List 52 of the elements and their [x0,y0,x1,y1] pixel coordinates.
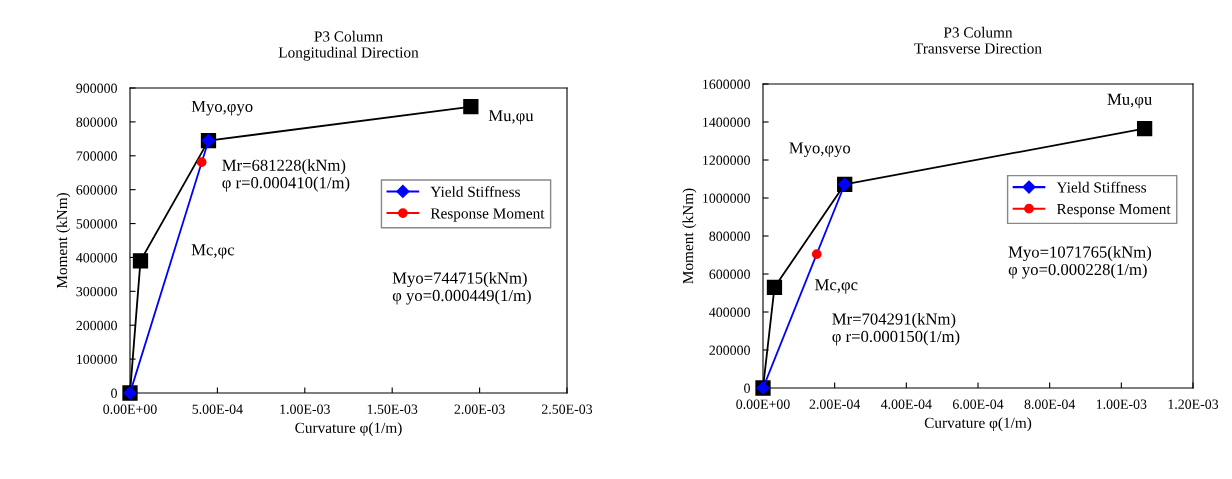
y-tick-label: 1400000 [703,117,750,127]
y-tick-label: 1600000 [703,79,750,89]
y-tick-label: 800000 [709,231,750,241]
x-tick-label: 1.00E-03 [1096,399,1147,409]
y-tick-label: 0 [111,388,117,398]
y-tick-label: 800000 [76,117,117,127]
annotation: Mc,φc [191,244,235,259]
legend-label: Response Moment [1056,204,1171,218]
y-tick-label: 400000 [76,253,117,263]
y-tick-label: 900000 [76,83,117,93]
annotation: Myo=1071765(kNm) φ yo=0.000228(1/m) [1008,245,1152,279]
x-tick-label: 0.00E+00 [736,399,790,409]
y-tick-label: 100000 [77,354,117,365]
annotation: Mu,φu [1107,93,1152,109]
y-tick-label: 600000 [76,185,117,195]
x-tick-label: 1.20E-03 [1168,399,1219,409]
legend-label: Yield Stiffness [430,186,520,197]
annotation: Myo=744715(kNm) φ yo=0.000449(1/m) [392,271,531,305]
x-axis-title: Curvature φ(1/m) [924,417,1032,432]
y-tick-label: 200000 [76,320,117,331]
legend-label: Response Moment [430,208,545,222]
x-axis-title: Curvature φ(1/m) [295,422,402,437]
y-axis-title: Moment (kNm) [682,188,697,284]
x-tick-label: 6.00E-04 [952,399,1004,409]
y-tick-label: 700000 [76,151,117,161]
x-tick-label: 8.00E-04 [1024,399,1076,409]
y-tick-label: 1200000 [703,155,750,165]
legend-label: Yield Stiffness [1056,181,1147,193]
y-tick-label: 500000 [76,219,117,229]
x-tick-label: 5.00E-04 [192,404,243,414]
chart-title: P3 Column Transverse Direction [914,26,1042,54]
x-tick-label: 1.00E-03 [280,404,330,414]
annotation: Mc,φc [815,279,858,294]
chart-title: P3 Column Longitudinal Direction [278,30,419,61]
annotation: Mu,φu [488,110,534,125]
annotation: Myo,φyo [789,142,851,157]
y-tick-label: 200000 [709,345,750,355]
y-tick-label: 0 [744,383,750,393]
y-axis-title: Moment (kNm) [56,193,71,289]
annotation: Myo,φyo [191,100,253,116]
x-tick-label: 2.50E-03 [541,404,593,414]
x-tick-label: 4.00E-04 [880,399,932,409]
annotation: Mr=681228(kNm) φ r=0.000410(1/m) [222,159,350,192]
y-tick-label: 400000 [709,307,750,317]
x-tick-label: 2.00E-04 [809,399,861,409]
x-tick-label: 2.00E-03 [454,404,505,414]
annotation: Mr=704291(kNm) φ r=0.000150(1/m) [832,312,960,346]
x-tick-label: 1.50E-03 [367,404,418,414]
y-tick-label: 300000 [76,286,117,297]
y-tick-label: 1000000 [703,193,750,203]
y-tick-label: 600000 [709,269,750,279]
x-tick-label: 0.00E+00 [103,404,157,414]
